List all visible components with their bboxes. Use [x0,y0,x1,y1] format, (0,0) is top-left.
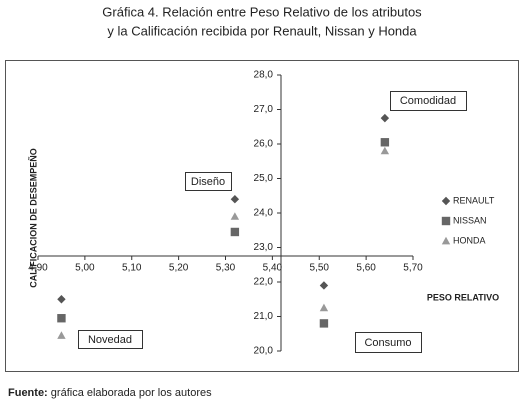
point [230,195,240,204]
legend-label: NISSAN [453,215,487,225]
source-note: Fuente: gráfica elaborada por los autore… [8,387,212,399]
annotation-text: Comodidad [400,95,456,107]
legend-marker [441,236,451,245]
x-tick-label: 5,30 [216,263,236,274]
chart-frame [5,60,519,372]
y-tick-label: 23,0 [254,242,274,253]
y-axis-title: CALIFICACION DE DESEMPEÑO [28,148,38,288]
annotation-text: Diseño [191,176,225,188]
x-tick-label: 5,60 [356,263,376,274]
y-tick-label: 20,0 [254,346,274,357]
point [319,319,329,328]
annotation: Comodidad [390,91,467,111]
y-tick-label: 27,0 [254,104,274,115]
point [57,314,66,323]
legend-label: HONDA [453,235,486,245]
legend-label: RENAULT [453,195,495,205]
legend-marker [441,196,451,206]
point [230,227,240,237]
annotation-text: Novedad [88,334,132,346]
y-tick-label: 26,0 [254,139,274,150]
point [57,331,66,339]
y-tick-label: 24,0 [254,208,274,219]
legend-marker [441,216,451,226]
annotation: Diseño [185,172,232,191]
y-tick-label: 28,0 [254,70,274,81]
x-tick-label: 5,70 [403,263,423,274]
chart-title: y la Calificación recibida por Renault, … [107,23,417,38]
annotation: Consumo [355,332,422,353]
point [380,146,390,155]
point [319,281,329,290]
y-tick-label: 22,0 [254,277,274,288]
point [380,113,390,123]
point [319,303,329,312]
point [57,295,66,304]
x-tick-label: 4,90 [28,263,48,274]
chart-title: Gráfica 4. Relación entre Peso Relativo … [102,4,422,19]
annotation-text: Consumo [364,337,411,349]
x-tick-label: 5,10 [122,263,142,274]
source-text: gráfica elaborada por los autores [51,387,212,399]
x-tick-label: 5,40 [263,263,283,274]
x-tick-label: 5,00 [75,263,95,274]
point [230,212,240,220]
y-tick-label: 21,0 [254,311,274,322]
point [380,138,390,147]
y-tick-label: 25,0 [254,173,274,184]
x-tick-label: 5,20 [169,263,189,274]
x-tick-label: 5,50 [310,263,330,274]
annotation: Novedad [78,330,143,349]
x-axis-title: PESO RELATIVO [427,292,499,302]
source-label: Fuente: [8,387,48,399]
